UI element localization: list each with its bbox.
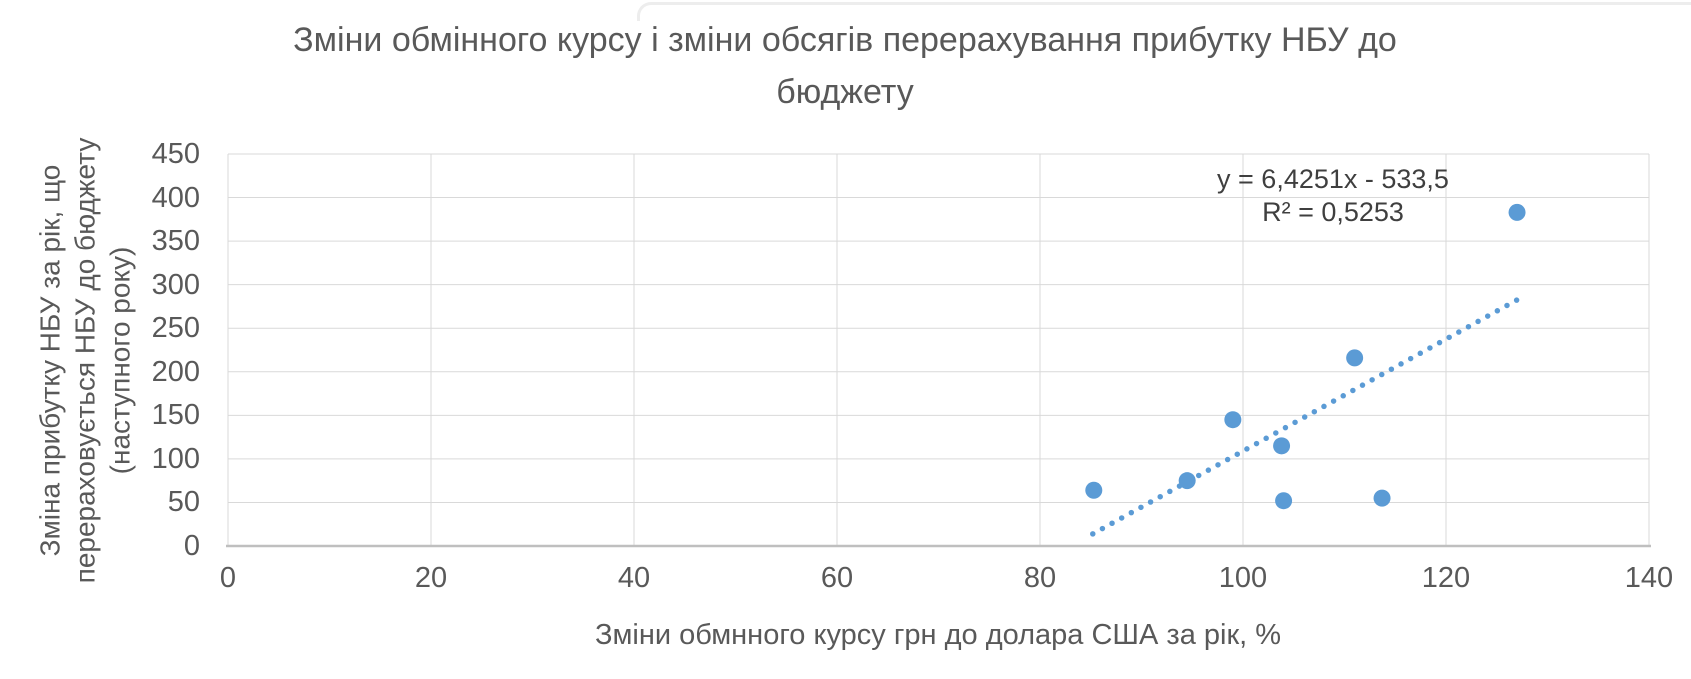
x-tick-label: 100: [1218, 562, 1268, 594]
y-tick-label: 400: [151, 181, 200, 214]
data-point: [1085, 481, 1103, 499]
y-tick-label: 300: [151, 268, 200, 301]
x-tick-label: 80: [1023, 562, 1057, 594]
x-tick-label: 60: [820, 562, 854, 594]
y-tick-label: 450: [151, 138, 200, 170]
data-point: [1346, 349, 1364, 367]
x-tick-label: 20: [414, 562, 448, 594]
trendline: [1090, 296, 1521, 537]
x-axis-title: Зміни обмнного курсу грн до долара США з…: [594, 619, 1282, 651]
window-edge-artifact: [637, 2, 1691, 21]
chart-title: Зміни обмінного курсу і зміни обсягів пе…: [293, 21, 1397, 111]
data-point: [1273, 437, 1291, 455]
y-tick-label: 100: [151, 442, 200, 475]
data-point: [1508, 203, 1526, 221]
y-tick-label: 0: [183, 530, 200, 562]
x-tick-label: 140: [1624, 562, 1674, 594]
y-tick-label: 250: [151, 312, 200, 345]
x-tick-label: 120: [1421, 562, 1471, 594]
y-tick-label: 150: [151, 399, 200, 432]
y-tick-label: 50: [167, 486, 200, 519]
data-point: [1275, 492, 1293, 510]
x-tick-label: 0: [219, 562, 237, 594]
x-tick-label: 40: [617, 562, 651, 594]
trendline-equation: y = 6,4251x - 533,5 R² = 0,5253: [1217, 164, 1449, 227]
data-point: [1224, 411, 1242, 429]
data-point: [1373, 489, 1391, 507]
y-tick-label: 350: [151, 225, 200, 258]
data-point: [1178, 472, 1196, 490]
y-tick-label: 200: [151, 355, 200, 388]
